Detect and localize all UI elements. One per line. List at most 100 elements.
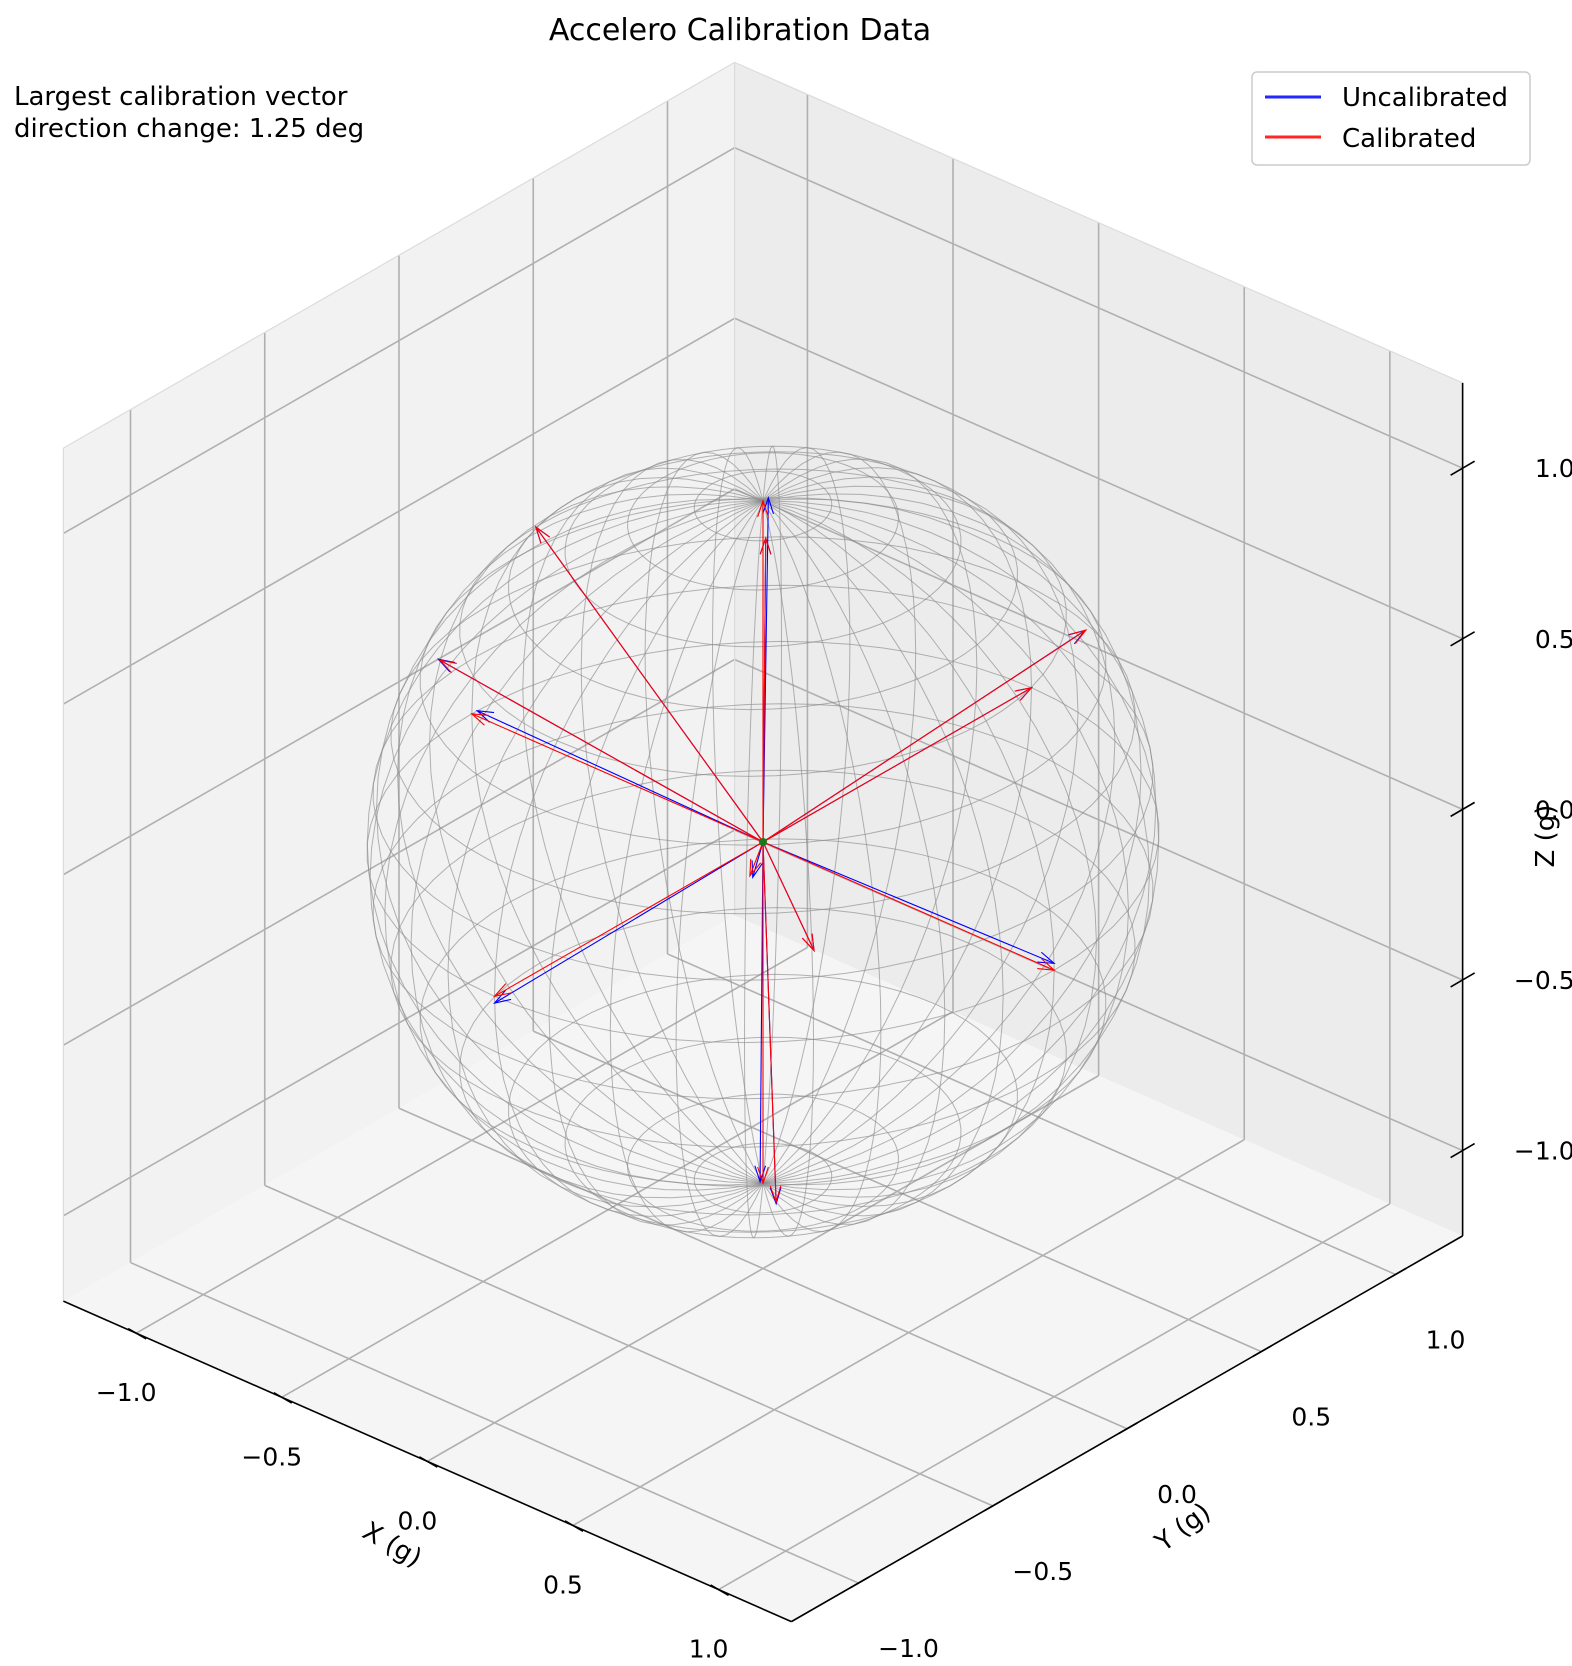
vector-shaft-calibrated: [494, 841, 764, 997]
vector-head-calibrated: [1069, 629, 1088, 644]
vector-calibrated: [762, 841, 782, 1204]
pane-edge: [734, 61, 1463, 384]
sphere-meridian: [762, 500, 1150, 1186]
vector-head-uncalibrated: [475, 709, 495, 723]
sphere-meridian: [369, 500, 764, 1186]
y-tick: [1252, 1344, 1273, 1358]
x-tick-label: −1.0: [96, 1378, 157, 1407]
gridline-x-floor: [718, 1203, 1391, 1591]
legend: Uncalibrated Calibrated: [1251, 71, 1531, 166]
vector-shaft-calibrated: [762, 687, 1032, 843]
sphere-meridian: [762, 485, 1116, 1184]
axis-lines: [63, 382, 1476, 1623]
sphere-meridian: [447, 500, 764, 1208]
vector-calibrated: [534, 525, 764, 843]
y-tick-label: −0.5: [1012, 1557, 1073, 1586]
z-tick-label: 1.0: [1535, 454, 1572, 483]
vector-head-calibrated: [438, 659, 457, 674]
vector-head-calibrated: [749, 858, 762, 878]
z-tick-label: 0.0: [1535, 795, 1572, 824]
sphere-meridian: [762, 451, 917, 1184]
vector-head-uncalibrated: [762, 495, 774, 515]
annotation-line: direction change: 1.25 deg: [14, 114, 364, 144]
z-tick: [1450, 460, 1476, 476]
y-tick: [849, 1576, 870, 1589]
z-tick: [1450, 972, 1476, 988]
vector-head-uncalibrated: [1037, 951, 1056, 965]
sphere-meridian: [522, 467, 764, 1184]
z-tick-label: 0.5: [1535, 625, 1572, 654]
gridlines: [62, 61, 1464, 1591]
sphere-meridian: [762, 498, 1157, 1184]
z-tick-label: −0.5: [1514, 966, 1572, 995]
vector-series: [436, 495, 1088, 1206]
annotation-line: Largest calibration vector: [14, 82, 348, 112]
vector-head-calibrated: [801, 933, 815, 953]
vector-calibrated: [759, 536, 772, 843]
vector-shaft-calibrated: [471, 713, 764, 843]
sphere-meridian: [580, 459, 764, 1184]
vector-shaft-calibrated: [439, 659, 764, 843]
y-tick-label: 0.0: [1157, 1480, 1197, 1509]
annotation-text: Largest calibration vector direction chan…: [14, 82, 364, 144]
sphere-meridian: [762, 500, 1004, 1217]
vector-shaft-calibrated: [762, 841, 815, 951]
vector-calibrated: [762, 629, 1088, 843]
x-tick: [273, 1391, 293, 1404]
gridline-x-floor: [572, 1139, 1245, 1527]
sphere-meridian: [762, 445, 783, 1184]
origin-marker: [759, 838, 767, 846]
vector-calibrated: [762, 841, 1056, 971]
vector-calibrated: [749, 841, 764, 878]
x-tick: [564, 1520, 584, 1532]
reference-sphere: [366, 445, 1160, 1239]
x-tick-label: 1.0: [689, 1635, 729, 1662]
x-tick-label: −0.5: [241, 1442, 302, 1471]
x-tick: [127, 1327, 147, 1340]
gridline-z-right: [734, 146, 1463, 469]
vector-head-calibrated: [757, 1166, 769, 1185]
vector-uncalibrated: [762, 841, 1056, 965]
vector-head-calibrated: [1037, 958, 1056, 971]
vector-head-calibrated: [492, 983, 512, 998]
vector-head-calibrated: [470, 713, 489, 726]
x-tick-label: 0.5: [543, 1570, 583, 1599]
x-tick-label: 0.0: [397, 1506, 437, 1535]
chart-title: Accelero Calibration Data: [549, 13, 931, 48]
y-tick-label: −1.0: [878, 1634, 939, 1662]
sphere-meridian: [762, 500, 1160, 1184]
z-tick-label: −1.0: [1514, 1137, 1572, 1166]
sphere-meridian: [675, 500, 764, 1237]
gridline-z-left: [62, 317, 736, 705]
sphere-meridian: [376, 498, 764, 1184]
vector-shaft-calibrated: [749, 841, 764, 877]
vector-head-calibrated: [757, 499, 769, 518]
vector-shaft-calibrated: [535, 526, 764, 843]
vector-calibrated: [492, 841, 764, 998]
sphere-meridian: [711, 447, 764, 1184]
vector-head-calibrated: [769, 1185, 782, 1204]
gridline-y-floor: [667, 953, 1396, 1276]
vector-shaft-uncalibrated: [476, 710, 764, 843]
y-tick: [1118, 1422, 1138, 1435]
y-tick: [983, 1499, 1004, 1512]
y-tick-label: 0.5: [1291, 1403, 1331, 1432]
vector-shaft-uncalibrated: [762, 841, 1055, 964]
vector-shaft-uncalibrated: [494, 841, 764, 1004]
sphere-meridian: [762, 458, 978, 1184]
tick-labels: −1.0 −1.0 −1.0 −0.5 −0.5 −0.5 0.0 0.0 0.0 0.5 0.5 0…: [96, 454, 1572, 1663]
gridline-z-left: [62, 146, 736, 535]
sphere-meridian: [762, 500, 882, 1233]
y-tick: [1386, 1267, 1407, 1281]
vector-uncalibrated: [475, 709, 764, 843]
legend-box: [1251, 71, 1531, 166]
x-tick: [710, 1584, 729, 1597]
gridline-z-right: [734, 317, 1463, 640]
sphere-meridian: [762, 493, 1142, 1184]
sphere-meridian: [762, 500, 815, 1237]
vector-head-uncalibrated: [436, 658, 456, 673]
sphere-meridian: [743, 500, 764, 1239]
sphere-meridian: [762, 447, 851, 1184]
